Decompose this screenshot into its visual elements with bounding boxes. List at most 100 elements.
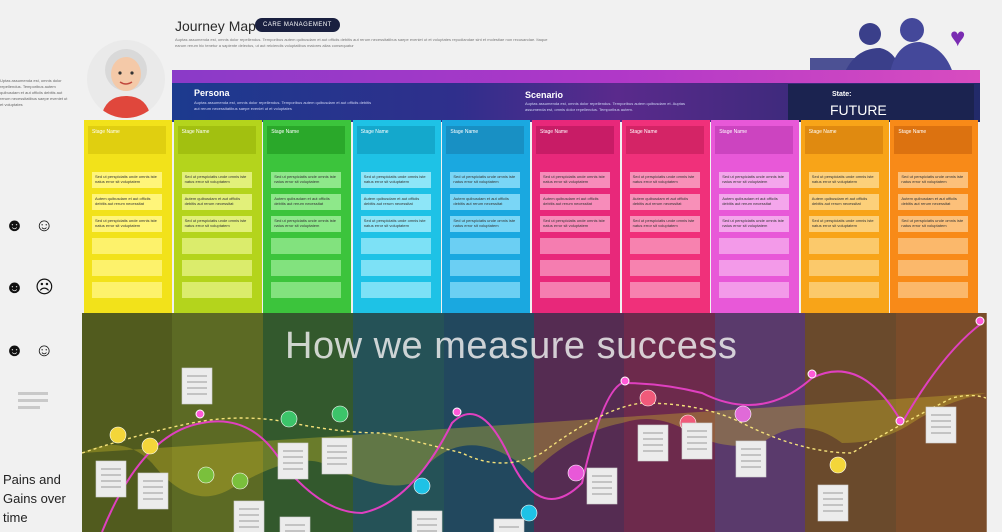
empty-sticky-note[interactable] <box>360 282 431 298</box>
sticky-note[interactable]: Autem quibusdam et aut officiis debitis … <box>898 194 969 210</box>
sticky-note[interactable]: Autem quibusdam et aut officiis debitis … <box>808 194 879 210</box>
sticky-note[interactable]: Autem quibusdam et aut officiis debitis … <box>92 194 162 210</box>
stage-name[interactable]: Stage Name <box>536 126 614 154</box>
doc-card-line <box>741 454 761 456</box>
stage-name[interactable]: Stage Name <box>625 126 704 154</box>
doc-card-line <box>283 462 303 464</box>
doc-card-line <box>327 463 347 465</box>
sad-filled-icon: ☻ <box>5 277 24 297</box>
persona-avatar <box>87 40 165 118</box>
sticky-note[interactable]: Sed ut perspiciatis unde omnis iste natu… <box>629 216 700 232</box>
doc-card-line <box>239 520 259 522</box>
doc-card-line <box>741 466 761 468</box>
doc-card-line <box>417 530 437 532</box>
stage-name[interactable]: Stage Name <box>356 126 435 154</box>
empty-sticky-note[interactable] <box>719 260 790 276</box>
empty-sticky-note[interactable] <box>808 238 879 254</box>
stage-column: Stage Name Sed ut perspiciatis unde omnis… <box>173 120 262 325</box>
empty-sticky-note[interactable] <box>540 282 610 298</box>
sticky-note[interactable]: Sed ut perspiciatis unde omnis iste natu… <box>540 172 610 188</box>
doc-card-line <box>499 526 519 528</box>
empty-sticky-note[interactable] <box>540 238 610 254</box>
happy-filled-icon: ☻ <box>5 215 24 235</box>
sticky-note[interactable]: Sed ut perspiciatis unde omnis iste natu… <box>719 216 790 232</box>
empty-sticky-note[interactable] <box>719 282 790 298</box>
stage-column: Stage Name Sed ut perspiciatis unde omnis… <box>442 120 531 325</box>
sticky-note[interactable]: Autem quibusdam et aut officiis debitis … <box>719 194 790 210</box>
gains-area <box>82 393 986 497</box>
empty-sticky-note[interactable] <box>808 282 879 298</box>
empty-sticky-note[interactable] <box>629 282 700 298</box>
empty-sticky-note[interactable] <box>181 282 252 298</box>
sticky-note[interactable]: Sed ut perspiciatis unde omnis iste natu… <box>898 216 969 232</box>
empty-sticky-note[interactable] <box>92 238 162 254</box>
sticky-note[interactable]: Sed ut perspiciatis unde omnis iste natu… <box>181 172 252 188</box>
empty-sticky-note[interactable] <box>450 282 521 298</box>
sticky-note[interactable]: Sed ut perspiciatis unde omnis iste natu… <box>629 172 700 188</box>
sticky-note[interactable]: Sed ut perspiciatis unde omnis iste natu… <box>540 216 610 232</box>
sticky-note[interactable]: Sed ut perspiciatis unde omnis iste natu… <box>271 172 342 188</box>
empty-sticky-note[interactable] <box>360 238 431 254</box>
stage-name[interactable]: Stage Name <box>88 126 166 154</box>
sticky-note[interactable]: Autem quibusdam et aut officiis debitis … <box>450 194 521 210</box>
stage-name[interactable]: Stage Name <box>804 126 883 154</box>
state-value: FUTURE <box>830 102 887 118</box>
page-title: Journey Map <box>175 18 256 34</box>
empty-sticky-note[interactable] <box>898 282 969 298</box>
care-management-badge[interactable]: CARE MANAGEMENT <box>255 18 340 32</box>
doc-card-line <box>101 486 121 488</box>
measure-column <box>443 313 535 532</box>
empty-sticky-note[interactable] <box>181 260 252 276</box>
empty-sticky-note[interactable] <box>271 260 342 276</box>
sticky-note[interactable]: Autem quibusdam et aut officiis debitis … <box>181 194 252 210</box>
doc-card <box>181 367 213 405</box>
doc-card-line <box>931 414 951 416</box>
empty-sticky-note[interactable] <box>271 282 342 298</box>
section-headline: How we measure success <box>285 325 738 367</box>
empty-sticky-note[interactable] <box>629 260 700 276</box>
sticky-note[interactable]: Autem quibusdam et aut officiis debitis … <box>271 194 342 210</box>
doc-card <box>925 406 957 444</box>
doc-card-line <box>143 486 163 488</box>
sticky-note[interactable]: Sed ut perspiciatis unde omnis iste natu… <box>360 172 431 188</box>
emoji-face-icon <box>829 456 847 474</box>
sticky-note[interactable]: Sed ut perspiciatis unde omnis iste natu… <box>808 216 879 232</box>
doc-card <box>637 424 669 462</box>
empty-sticky-note[interactable] <box>181 238 252 254</box>
stage-name[interactable]: Stage Name <box>177 126 256 154</box>
sticky-note[interactable]: Sed ut perspiciatis unde omnis iste natu… <box>92 172 162 188</box>
stage-column: Stage Name Sed ut perspiciatis unde omnis… <box>263 120 352 325</box>
empty-sticky-note[interactable] <box>92 260 162 276</box>
sticky-note[interactable]: Sed ut perspiciatis unde omnis iste natu… <box>92 216 162 232</box>
scenario-label: Scenario <box>525 90 564 100</box>
sticky-note[interactable]: Sed ut perspiciatis unde omnis iste natu… <box>808 172 879 188</box>
sticky-note[interactable]: Sed ut perspiciatis unde omnis iste natu… <box>181 216 252 232</box>
stage-name[interactable]: Stage Name <box>446 126 525 154</box>
empty-sticky-note[interactable] <box>92 282 162 298</box>
doc-card-line <box>283 450 303 452</box>
emoji-face-icon <box>197 466 215 484</box>
empty-sticky-note[interactable] <box>271 238 342 254</box>
sticky-note[interactable]: Sed ut perspiciatis unde omnis iste natu… <box>450 216 521 232</box>
empty-sticky-note[interactable] <box>808 260 879 276</box>
sticky-note[interactable]: Sed ut perspiciatis unde omnis iste natu… <box>898 172 969 188</box>
stage-name[interactable]: Stage Name <box>894 126 973 154</box>
empty-sticky-note[interactable] <box>360 260 431 276</box>
empty-sticky-note[interactable] <box>450 238 521 254</box>
emoji-face-icon <box>734 405 752 423</box>
sticky-note[interactable]: Autem quibusdam et aut officiis debitis … <box>629 194 700 210</box>
empty-sticky-note[interactable] <box>898 260 969 276</box>
stage-name[interactable]: Stage Name <box>267 126 346 154</box>
empty-sticky-note[interactable] <box>898 238 969 254</box>
sticky-note[interactable]: Autem quibusdam et aut officiis debitis … <box>360 194 431 210</box>
stage-name[interactable]: Stage Name <box>715 126 794 154</box>
empty-sticky-note[interactable] <box>450 260 521 276</box>
empty-sticky-note[interactable] <box>719 238 790 254</box>
empty-sticky-note[interactable] <box>540 260 610 276</box>
sticky-note[interactable]: Sed ut perspiciatis unde omnis iste natu… <box>450 172 521 188</box>
sticky-note[interactable]: Autem quibusdam et aut officiis debitis … <box>540 194 610 210</box>
sticky-note[interactable]: Sed ut perspiciatis unde omnis iste natu… <box>719 172 790 188</box>
sticky-note[interactable]: Sed ut perspiciatis unde omnis iste natu… <box>360 216 431 232</box>
sticky-note[interactable]: Sed ut perspiciatis unde omnis iste natu… <box>271 216 342 232</box>
empty-sticky-note[interactable] <box>629 238 700 254</box>
